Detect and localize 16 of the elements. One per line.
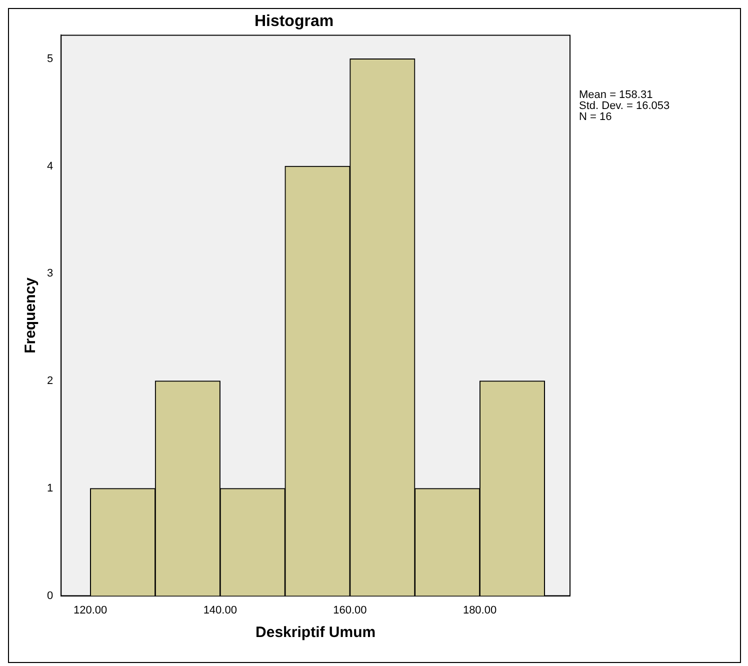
text: N = 16: [579, 111, 613, 123]
y-tick-label: 3: [46, 268, 54, 280]
chart-title: Histogram: [254, 13, 334, 30]
x-tick-label: 160.00: [333, 604, 367, 616]
x-tick-label: 140.00: [203, 604, 237, 616]
x-tick-label: 120.00: [74, 604, 108, 616]
y-axis-title: Frequency: [22, 276, 40, 354]
y-tick-label: 4: [46, 160, 54, 172]
x-tick-label: 180.00: [462, 604, 497, 616]
y-tick-label: 2: [46, 375, 54, 388]
text: Std. Dev. = 16.053: [579, 100, 670, 112]
y-tick-label: 5: [46, 52, 54, 65]
x-axis-title: Deskriptif Umum: [256, 624, 376, 642]
y-tick-label: 1: [46, 482, 54, 494]
text: Mean = 158.31: [579, 89, 654, 101]
y-tick-label: 0: [46, 590, 54, 602]
